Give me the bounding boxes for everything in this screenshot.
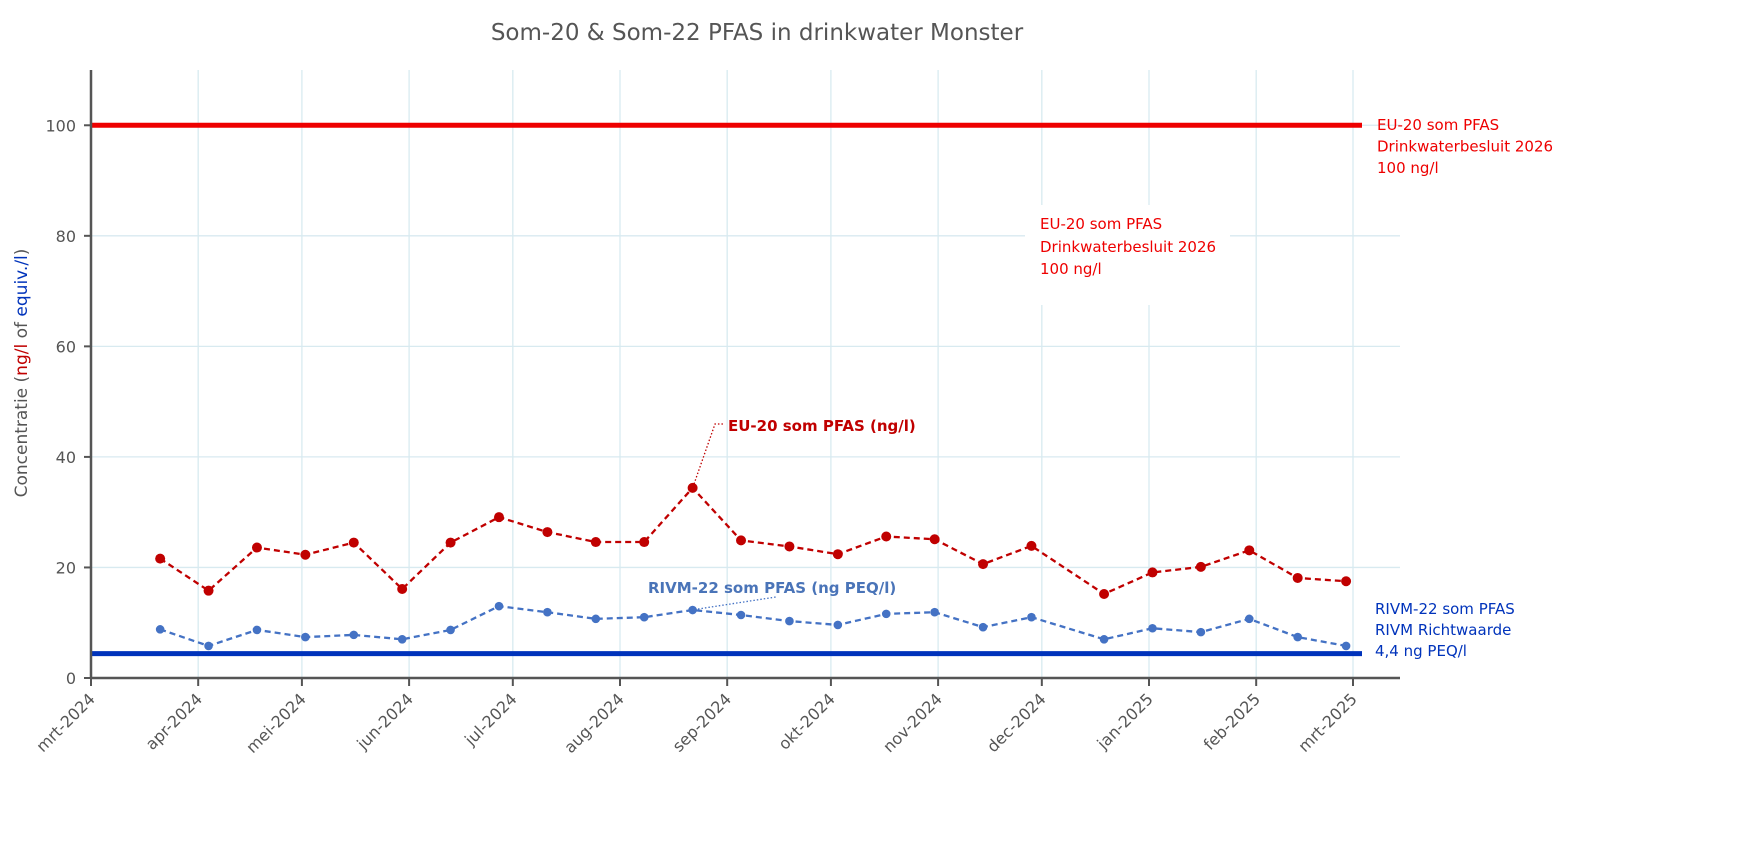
eu-box-label-line3: 100 ng/l: [1040, 260, 1102, 278]
eu-data-point: [1147, 567, 1158, 578]
eu-data-point: [300, 549, 311, 560]
rivm-data-point: [301, 632, 310, 642]
eu-data-point: [639, 537, 650, 548]
eu-data-point: [348, 537, 359, 548]
eu-data-point: [445, 537, 456, 548]
rivm-data-point: [785, 616, 794, 626]
reference-line-label: 4,4 ng PEQ/l: [1375, 642, 1467, 660]
rivm-data-point: [978, 622, 988, 632]
eu-data-point: [251, 542, 262, 553]
rivm-data-point: [1148, 623, 1157, 633]
eu-data-point: [881, 531, 892, 542]
y-tick-label: 0: [66, 669, 76, 688]
eu-series-label: EU-20 som PFAS (ng/l): [728, 417, 916, 435]
eu-data-point: [1195, 561, 1206, 572]
rivm-data-point: [1027, 612, 1036, 622]
y-axis-label-part: ng/l: [12, 344, 32, 376]
eu-data-point: [155, 553, 166, 564]
rivm-data-point: [155, 625, 165, 634]
reference-lines: EU-20 som PFAS Drinkwaterbesluit 2026 100 …: [91, 116, 1553, 660]
y-tick-label: 80: [56, 227, 76, 246]
rivm-data-point: [736, 610, 746, 620]
eu-data-point: [1292, 572, 1303, 583]
rivm-data-point: [688, 605, 697, 615]
reference-line-label: Drinkwaterbesluit 2026: [1377, 138, 1553, 156]
x-tick-label: jan-2025: [1093, 689, 1157, 753]
eu-box-label-background: [1025, 205, 1230, 305]
rivm-data-point: [881, 609, 891, 619]
eu-data-point: [736, 535, 747, 546]
rivm-data-point: [349, 630, 359, 640]
rivm-data-point: [930, 607, 939, 617]
y-axis-label-part: ): [12, 249, 32, 256]
rivm-data-point: [591, 614, 601, 624]
eu-data-point: [929, 534, 940, 545]
eu-data-point: [1244, 545, 1255, 556]
x-tick-label: apr-2024: [142, 689, 206, 753]
series-layer: [155, 482, 1352, 651]
reference-line-label: RIVM Richtwaarde: [1375, 621, 1511, 639]
x-tick-label: feb-2025: [1200, 689, 1264, 753]
rivm-data-point: [833, 620, 843, 630]
x-tick-label: mei-2024: [242, 689, 309, 756]
eu-data-point: [542, 527, 553, 538]
y-axis-label-part: Concentratie (: [12, 376, 32, 498]
y-axis-label: Concentratie (ng/l of equiv./l): [12, 249, 32, 498]
x-tick-label: okt-2024: [775, 689, 839, 753]
reference-line-label: 100 ng/l: [1377, 159, 1439, 177]
rivm-data-point: [397, 635, 407, 644]
eu-data-point: [784, 541, 795, 552]
x-tick-label: mrt-2024: [32, 689, 98, 755]
x-tick-label: jul-2024: [460, 689, 520, 749]
rivm-data-point: [639, 612, 649, 622]
y-tick-label: 100: [45, 116, 76, 135]
eu-data-point: [832, 549, 843, 560]
y-tick-label: 60: [56, 337, 76, 356]
rivm-label-leader: [697, 596, 777, 610]
rivm-data-point: [1196, 627, 1206, 637]
x-tick-label: mrt-2025: [1294, 689, 1360, 755]
rivm-series-label: RIVM-22 som PFAS (ng PEQ/l): [648, 579, 896, 597]
chart-title: Som-20 & Som-22 PFAS in drinkwater Monst…: [491, 20, 1024, 46]
y-axis-label-part: equiv./l: [12, 255, 32, 316]
x-tick-label: sep-2024: [669, 689, 735, 755]
eu-data-point: [978, 559, 989, 570]
eu-label-leader: [693, 423, 724, 485]
x-tick-label: jun-2024: [352, 689, 417, 754]
rivm-data-point: [1293, 632, 1302, 642]
rivm-data-point: [494, 601, 504, 611]
reference-line-label: EU-20 som PFAS: [1377, 116, 1499, 134]
eu-box-label-line2: Drinkwaterbesluit 2026: [1040, 238, 1216, 256]
annotations: EU-20 som PFAS (ng/l) RIVM-22 som PFAS (…: [648, 205, 1230, 610]
rivm-data-point: [446, 625, 455, 635]
eu-data-point: [203, 585, 214, 596]
y-axis-label-part: of: [12, 317, 32, 344]
eu-data-point: [493, 512, 504, 523]
y-tick-label: 20: [56, 558, 76, 577]
eu-data-point: [1341, 576, 1352, 587]
x-tick-label: nov-2024: [879, 689, 946, 756]
rivm-data-point: [1341, 641, 1351, 651]
rivm-data-point: [543, 607, 552, 617]
eu-data-point: [687, 482, 698, 493]
x-tick-label: aug-2024: [560, 689, 628, 757]
reference-line-label: RIVM-22 som PFAS: [1375, 600, 1515, 618]
rivm-series-line: [159, 604, 1347, 648]
rivm-data-point: [252, 625, 262, 635]
y-tick-label: 40: [56, 448, 76, 467]
rivm-data-point: [1099, 635, 1109, 644]
rivm-data-point: [204, 641, 213, 651]
eu-data-point: [590, 537, 601, 548]
rivm-data-point: [1244, 614, 1254, 624]
eu-data-point: [1099, 588, 1110, 599]
eu-box-label-line1: EU-20 som PFAS: [1040, 215, 1162, 233]
x-tick-label: dec-2024: [983, 689, 1050, 756]
eu-data-point: [397, 584, 408, 595]
eu-data-point: [1026, 540, 1037, 551]
